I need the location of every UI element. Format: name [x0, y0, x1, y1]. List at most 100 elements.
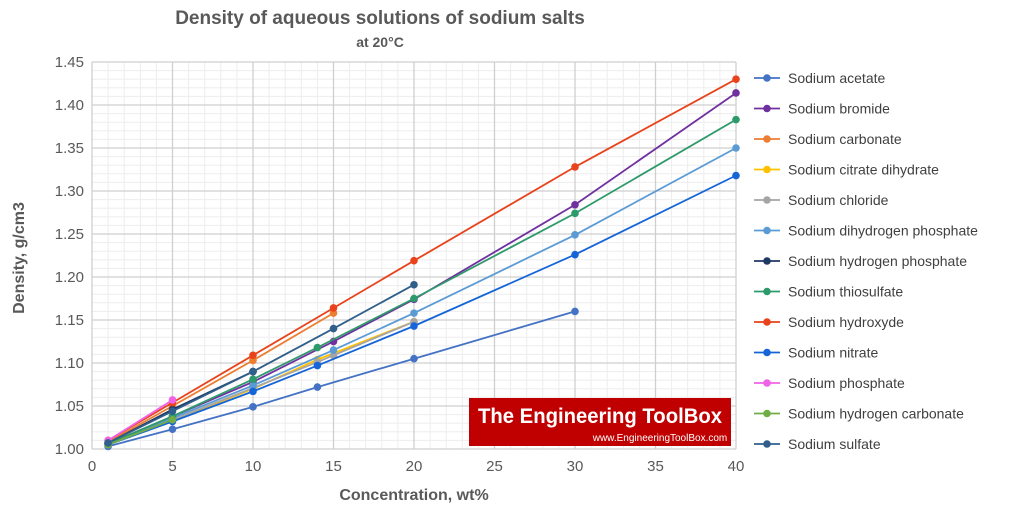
chart-title: Density of aqueous solutions of sodium s…	[175, 8, 585, 29]
data-point	[168, 415, 177, 424]
data-point	[571, 200, 579, 209]
y-tick-label: 1.15	[55, 312, 84, 329]
data-point	[571, 250, 579, 259]
data-point	[168, 396, 177, 404]
data-point	[732, 75, 740, 83]
y-tick-label: 1.35	[55, 140, 84, 157]
data-point	[329, 346, 338, 354]
legend-label: Sodium dihydrogen phosphate	[788, 223, 978, 239]
legend-marker	[763, 440, 771, 448]
legend-item: Sodium sulfate	[754, 436, 881, 452]
data-point	[410, 354, 418, 363]
x-axis-ticks: 0 5 10 15 20 25 30 35 40	[88, 458, 745, 475]
legend-marker	[763, 104, 771, 113]
legend-marker	[763, 226, 771, 235]
legend-item: Sodium thiosulfate	[754, 284, 903, 300]
data-point	[249, 403, 257, 411]
data-point	[249, 381, 257, 390]
y-tick-label: 1.20	[55, 269, 84, 286]
data-point	[732, 144, 740, 152]
legend-label: Sodium thiosulfate	[788, 284, 903, 300]
legend-marker	[763, 74, 771, 82]
watermark-brand: The Engineering ToolBox	[478, 405, 722, 428]
data-point	[732, 115, 740, 124]
legend: Sodium acetate Sodium bromide Sodium carbo…	[754, 70, 978, 452]
legend-item: Sodium phosphate	[754, 375, 905, 391]
legend-marker	[763, 196, 771, 204]
legend-marker	[763, 287, 771, 296]
legend-marker	[763, 379, 771, 387]
x-tick-label: 5	[168, 458, 176, 475]
legend-item: Sodium bromide	[754, 101, 890, 117]
series-sodium-sulfate	[104, 280, 418, 447]
legend-marker	[763, 409, 771, 418]
data-point	[732, 171, 740, 180]
watermark-background	[469, 398, 731, 446]
legend-label: Sodium carbonate	[788, 131, 902, 147]
legend-label: Sodium hydrogen carbonate	[788, 406, 964, 422]
watermark-url: www.EngineeringToolBox.com	[592, 433, 728, 444]
legend-item: Sodium hydrogen carbonate	[754, 406, 964, 422]
chart-subtitle: at 20°C	[356, 34, 404, 50]
legend-marker	[763, 165, 771, 174]
data-point	[410, 256, 418, 265]
data-point	[571, 163, 579, 171]
data-point	[249, 375, 257, 384]
y-tick-label: 1.30	[55, 183, 84, 200]
legend-label: Sodium acetate	[788, 70, 885, 86]
data-point	[249, 367, 257, 376]
data-point	[313, 343, 322, 352]
series-line	[107, 312, 334, 443]
data-point	[329, 304, 338, 312]
legend-label: Sodium chloride	[788, 192, 889, 208]
y-tick-label: 1.45	[55, 54, 84, 71]
legend-item: Sodium chloride	[754, 192, 889, 208]
data-point	[168, 425, 177, 434]
legend-label: Sodium sulfate	[788, 436, 881, 452]
legend-label: Sodium hydrogen phosphate	[788, 253, 967, 269]
y-tick-label: 1.00	[55, 441, 84, 458]
data-point	[249, 387, 257, 396]
series-layer	[104, 75, 740, 451]
legend-label: Sodium nitrate	[788, 345, 878, 361]
data-point	[410, 309, 418, 317]
data-point	[329, 324, 338, 333]
data-point	[313, 361, 322, 370]
x-tick-label: 25	[486, 458, 503, 475]
x-tick-label: 15	[325, 458, 342, 475]
x-tick-label: 10	[245, 458, 262, 475]
legend-marker	[763, 318, 771, 326]
y-tick-label: 1.10	[55, 355, 84, 372]
legend-marker	[763, 348, 771, 357]
x-tick-label: 40	[728, 458, 745, 475]
data-point	[571, 231, 579, 239]
x-tick-label: 20	[406, 458, 423, 475]
y-axis-label: Density, g/cm3	[11, 202, 28, 314]
y-axis-ticks: 1.00 1.05 1.10 1.15 1.20 1.25 1.30 1.35 1.40 1.45	[55, 54, 84, 458]
x-axis-label: Concentration, wt%	[339, 487, 488, 504]
engineering-toolbox-watermark: The Engineering ToolBox www.EngineeringT…	[469, 398, 731, 446]
legend-label: Sodium citrate dihydrate	[788, 162, 939, 178]
legend-item: Sodium dihydrogen phosphate	[754, 223, 978, 239]
legend-item: Sodium hydroxyde	[754, 314, 904, 330]
legend-label: Sodium phosphate	[788, 375, 905, 391]
data-point	[249, 351, 257, 360]
y-tick-label: 1.25	[55, 226, 84, 243]
legend-marker	[763, 135, 771, 143]
x-tick-label: 35	[647, 458, 664, 475]
data-point	[410, 322, 418, 330]
data-point	[104, 439, 112, 447]
data-point	[313, 383, 322, 391]
legend-label: Sodium hydroxyde	[788, 314, 904, 330]
series-line	[107, 310, 576, 448]
series-sodium-acetate	[104, 307, 579, 451]
x-tick-label: 30	[567, 458, 584, 475]
x-tick-label: 0	[88, 458, 96, 475]
series-line	[107, 399, 173, 442]
data-point	[410, 280, 418, 289]
legend-item: Sodium nitrate	[754, 345, 878, 361]
series-line	[107, 418, 173, 446]
y-tick-label: 1.05	[55, 398, 84, 415]
